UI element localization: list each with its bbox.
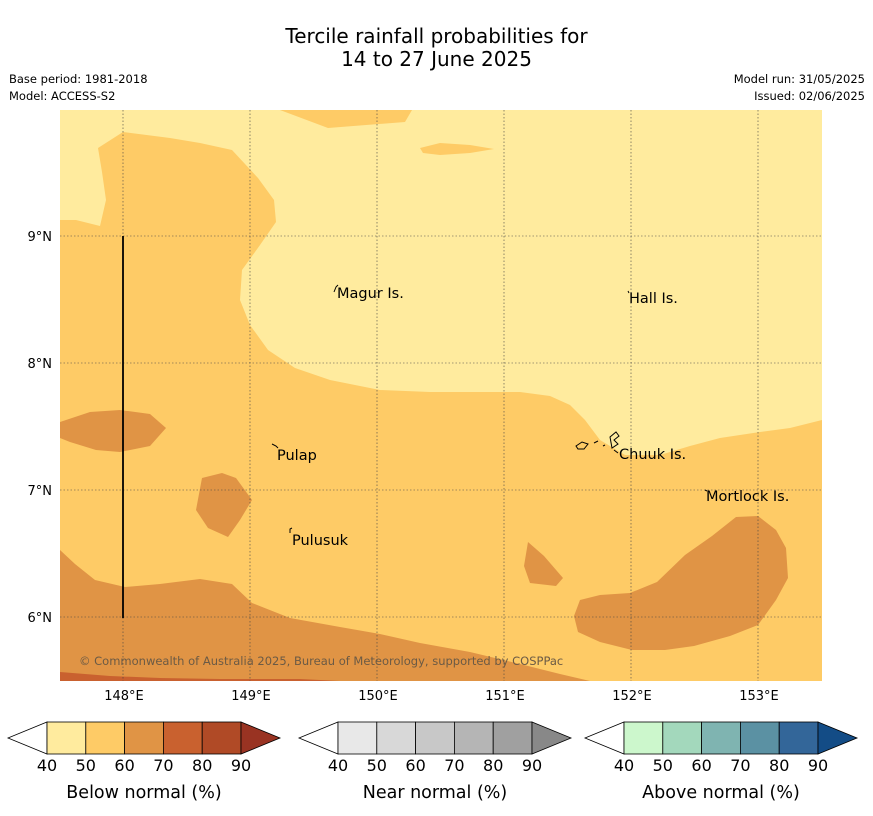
lat-label: 8°N bbox=[28, 357, 53, 372]
meta-left: Base period: 1981-2018 Model: ACCESS-S2 bbox=[9, 71, 148, 105]
place-chuuk: Chuuk Is. bbox=[619, 447, 686, 463]
model-run: Model run: 31/05/2025 bbox=[733, 72, 865, 86]
region-below-60-70-east bbox=[574, 516, 788, 650]
issued-date: Issued: 02/06/2025 bbox=[754, 89, 865, 103]
colorbar-tick-label: 60 bbox=[405, 756, 425, 775]
colorbar-segment bbox=[376, 721, 416, 755]
colorbar-title: Near normal (%) bbox=[363, 783, 508, 803]
lon-axis: 148°E 149°E 150°E 151°E 152°E 153°E bbox=[104, 689, 779, 704]
colorbar-tick-label: 50 bbox=[653, 756, 673, 775]
colorbar-tick-label: 90 bbox=[808, 756, 828, 775]
colorbar-segment bbox=[740, 721, 780, 755]
colorbar-tick-label: 70 bbox=[153, 756, 173, 775]
lat-label: 6°N bbox=[28, 611, 53, 626]
colorbar-tick-label: 80 bbox=[769, 756, 789, 775]
colorbar-tick-label: 80 bbox=[192, 756, 212, 775]
colorbar-tick-label: 50 bbox=[76, 756, 96, 775]
colorbar-tick-label: 40 bbox=[614, 756, 634, 775]
title-line-1: Tercile rainfall probabilities for bbox=[285, 24, 588, 48]
colorbar-tick-label: 60 bbox=[114, 756, 134, 775]
colorbar-title: Below normal (%) bbox=[66, 783, 221, 803]
colorbar-tick-label: 90 bbox=[231, 756, 251, 775]
place-pulap: Pulap bbox=[277, 448, 317, 464]
colorbar-segment bbox=[492, 721, 533, 755]
colorbar-segment bbox=[453, 721, 494, 755]
colorbar-segment bbox=[124, 721, 164, 755]
region-below-50-60-sliver bbox=[420, 143, 494, 155]
colorbar-max-extend bbox=[531, 721, 573, 755]
gridlines bbox=[60, 110, 822, 681]
place-pulusuk: Pulusuk bbox=[292, 533, 349, 549]
colorbar-segment bbox=[701, 721, 741, 755]
copyright-note: © Commonwealth of Australia 2025, Bureau… bbox=[79, 654, 563, 668]
colorbar-tick-label: 80 bbox=[483, 756, 503, 775]
colorbar-2: 40 50 60 70 80 90 Above normal (%) bbox=[583, 721, 859, 803]
colorbar-tick-label: 40 bbox=[37, 756, 57, 775]
region-below-60-70-west bbox=[60, 410, 166, 452]
meta-right: Model run: 31/05/2025 Issued: 02/06/2025 bbox=[734, 71, 865, 105]
region-below-60-70-pulap bbox=[196, 473, 252, 537]
colorbar-0: 40 50 60 70 80 90 Below normal (%) bbox=[6, 721, 282, 803]
colorbar-tick-label: 50 bbox=[367, 756, 387, 775]
colorbar-title: Above normal (%) bbox=[642, 783, 800, 803]
colorbar-segment bbox=[337, 721, 378, 755]
colorbar-tick-label: 70 bbox=[730, 756, 750, 775]
colorbar-max-extend bbox=[817, 721, 859, 755]
island-marks bbox=[271, 284, 708, 533]
region-below-70-80-strip bbox=[60, 672, 340, 681]
region-below-60-70-south bbox=[60, 550, 590, 681]
colorbar-1: 40 50 60 70 80 90 Near normal (%) bbox=[297, 721, 573, 803]
region-below-40-50-north bbox=[60, 110, 822, 455]
colorbar-tick-label: 90 bbox=[522, 756, 542, 775]
colorbar-segment bbox=[778, 721, 819, 755]
place-mortlock: Mortlock Is. bbox=[706, 489, 789, 505]
colorbar-min-extend bbox=[297, 721, 339, 755]
colorbar-segment bbox=[662, 721, 702, 755]
colorbar-segment bbox=[85, 721, 126, 755]
map-panel: Magur Is. Hall Is. Pulap Chuuk Is. Mortl… bbox=[60, 110, 822, 681]
base-period: Base period: 1981-2018 bbox=[9, 72, 148, 86]
model-name: Model: ACCESS-S2 bbox=[9, 89, 116, 103]
colorbar-tick-label: 70 bbox=[444, 756, 464, 775]
place-magur: Magur Is. bbox=[337, 286, 404, 302]
colorbar-tick-label: 40 bbox=[328, 756, 348, 775]
colorbar-segment bbox=[46, 721, 87, 755]
colorbar-segment bbox=[201, 721, 242, 755]
lon-label: 149°E bbox=[231, 689, 271, 704]
colorbar-max-extend bbox=[240, 721, 282, 755]
lon-label: 152°E bbox=[612, 689, 652, 704]
place-hall: Hall Is. bbox=[629, 291, 678, 307]
colorbar-min-extend bbox=[6, 721, 48, 755]
lon-label: 148°E bbox=[104, 689, 144, 704]
lon-label: 153°E bbox=[739, 689, 779, 704]
lat-axis: 9°N 8°N 7°N 6°N bbox=[28, 230, 53, 626]
legends: 40 50 60 70 80 90 Below normal (%) 40 50 60 70 80 90… bbox=[6, 721, 859, 803]
colorbar-min-extend bbox=[583, 721, 625, 755]
title-line-2: 14 to 27 June 2025 bbox=[341, 47, 532, 71]
lon-label: 150°E bbox=[358, 689, 398, 704]
colorbar-segment bbox=[623, 721, 664, 755]
lat-label: 7°N bbox=[28, 484, 53, 499]
region-below-60-70-center bbox=[524, 542, 563, 586]
colorbar-segment bbox=[162, 721, 203, 755]
lat-label: 9°N bbox=[28, 230, 53, 245]
colorbar-segment bbox=[415, 721, 455, 755]
lon-label: 151°E bbox=[485, 689, 525, 704]
colorbar-tick-label: 60 bbox=[691, 756, 711, 775]
